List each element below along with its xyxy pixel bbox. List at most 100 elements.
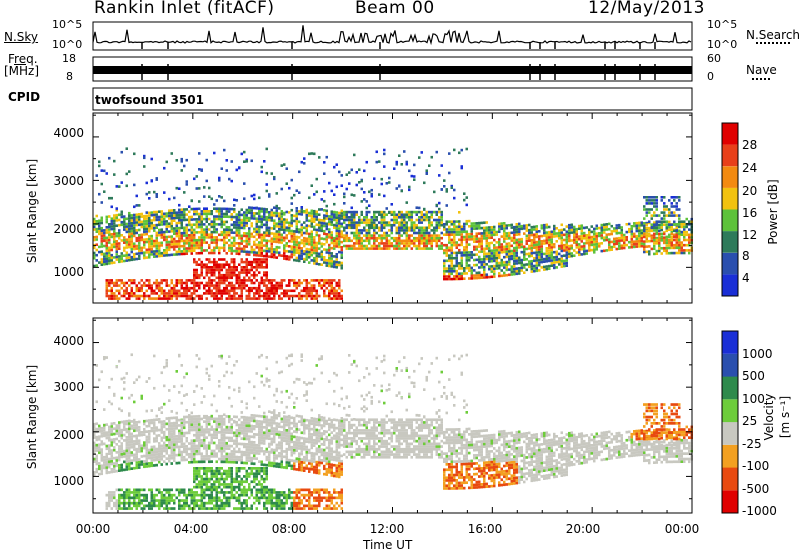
velocity-cell — [128, 457, 131, 460]
power-cell — [345, 226, 348, 230]
velocity-cell — [165, 435, 168, 439]
nsearch-tick-high: 10^5 — [707, 18, 738, 31]
power-cell — [380, 229, 383, 232]
velocity-cell — [128, 459, 131, 463]
power-cell — [330, 265, 333, 268]
power-cell — [640, 229, 643, 232]
velocity-cell — [168, 425, 171, 428]
power-cell — [333, 202, 336, 206]
velocity-cell — [113, 491, 116, 494]
power-cell — [193, 258, 196, 261]
power-cell — [548, 243, 551, 247]
power-cell — [453, 277, 456, 281]
power-cell — [143, 256, 146, 260]
power-cell — [588, 228, 591, 231]
power-cell — [553, 261, 556, 264]
power-cell — [383, 213, 386, 216]
power-cell — [533, 238, 536, 242]
power-cell — [190, 279, 193, 282]
power-cell — [580, 247, 583, 251]
velocity-cell — [115, 469, 118, 473]
power-cell — [163, 230, 166, 234]
power-cell — [550, 235, 553, 239]
velocity-cell — [163, 422, 166, 426]
power-cell — [455, 230, 458, 234]
power-cell — [128, 297, 131, 300]
power-cell — [160, 210, 163, 213]
power-cell — [625, 230, 628, 234]
velocity-cell — [108, 428, 111, 431]
power-cell — [190, 218, 193, 221]
power-cell — [650, 196, 653, 199]
power-cell — [200, 212, 203, 216]
power-cell — [418, 242, 421, 245]
power-cell — [205, 228, 208, 231]
power-cell — [338, 219, 341, 223]
power-cell — [535, 256, 538, 260]
power-cell — [218, 289, 221, 293]
power-cell — [420, 210, 423, 214]
power-cell — [110, 235, 113, 239]
velocity-cell — [140, 397, 143, 400]
power-cell — [220, 220, 223, 224]
power-cell — [273, 237, 276, 241]
power-cell — [393, 244, 396, 248]
power-cell — [245, 240, 248, 243]
power-cell — [465, 256, 468, 260]
power-cell — [503, 250, 506, 254]
power-cell — [353, 216, 356, 219]
power-cell — [678, 220, 681, 223]
power-cell — [218, 251, 221, 255]
power-cell — [110, 225, 113, 228]
power-cell — [500, 235, 503, 238]
velocity-cell — [163, 460, 166, 463]
power-cell — [430, 210, 433, 214]
power-cell — [260, 294, 263, 298]
velocity-cell — [123, 420, 126, 423]
power-cell — [190, 228, 193, 232]
power-cell — [600, 231, 603, 235]
power-cell — [285, 242, 288, 245]
power-cell — [133, 234, 136, 238]
velocity-cell — [160, 496, 163, 500]
power-cell — [130, 214, 133, 217]
power-cell — [180, 218, 183, 222]
power-cell — [203, 207, 206, 210]
power-cell — [505, 273, 508, 277]
power-cell — [213, 238, 216, 242]
power-cell — [355, 231, 358, 235]
velocity-cell — [153, 501, 156, 505]
power-cell — [105, 215, 108, 219]
power-cell — [643, 250, 646, 254]
power-cell — [188, 297, 191, 300]
power-cell — [455, 277, 458, 281]
power-cell — [308, 240, 311, 243]
power-cell — [215, 246, 218, 250]
velocity-cell — [153, 432, 156, 435]
power-cell — [510, 226, 513, 229]
power-cell — [645, 245, 648, 248]
power-cell — [278, 214, 281, 218]
power-cell — [203, 276, 206, 280]
power-cell — [653, 234, 656, 237]
velocity-cell — [113, 456, 116, 460]
velocity-cell — [160, 499, 163, 502]
power-cell — [358, 223, 361, 227]
power-cell — [203, 263, 206, 266]
power-cell — [215, 223, 218, 226]
station-title: Rankin Inlet (fitACF) — [94, 0, 275, 18]
power-cell — [525, 226, 528, 230]
power-cell — [580, 240, 583, 243]
power-cell — [200, 230, 203, 234]
power-cell — [343, 218, 346, 222]
power-cell — [685, 243, 688, 247]
power-cell — [610, 230, 613, 233]
power-cell — [230, 252, 233, 255]
power-cell — [143, 292, 146, 295]
power-cell — [263, 297, 266, 300]
power-cell — [210, 266, 213, 269]
velocity-cell — [145, 457, 148, 460]
power-cell — [180, 234, 183, 238]
power-cell — [523, 250, 526, 254]
power-cell — [618, 226, 621, 230]
